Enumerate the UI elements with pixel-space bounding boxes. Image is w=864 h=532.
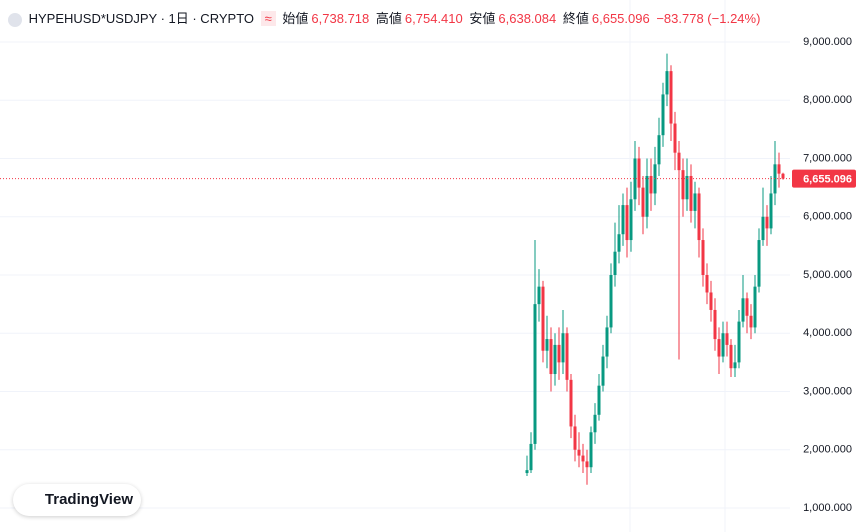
- candle-body: [737, 321, 741, 363]
- candle-body: [657, 135, 661, 165]
- open-label: 始値: [282, 11, 309, 26]
- candle-body: [729, 344, 733, 369]
- candle-body: [693, 193, 697, 211]
- y-tick-label: 2,000.000: [803, 444, 852, 456]
- header: HYPEHUSD*USDJPY · 1日 · CRYPTO ≈ 始値 6,738.…: [8, 8, 763, 27]
- candle-body: [613, 251, 617, 275]
- candle-body: [709, 292, 713, 310]
- candle-body: [577, 449, 581, 456]
- candle-body: [705, 274, 709, 293]
- candle-body: [553, 344, 557, 375]
- y-tick-label: 4,000.000: [803, 327, 852, 339]
- y-tick-label: 5,000.000: [803, 269, 852, 281]
- change: −83.778 (−1.24%): [656, 11, 761, 26]
- candle-body: [617, 234, 621, 252]
- candle-body: [701, 240, 705, 275]
- candle-body: [609, 274, 613, 328]
- candle-body: [769, 193, 773, 229]
- candle-body: [533, 304, 537, 444]
- candle-body: [581, 455, 585, 462]
- y-tick-label: 6,000.000: [803, 211, 852, 223]
- candle-body: [633, 158, 637, 200]
- candle-body: [585, 461, 589, 468]
- high-label: 高値: [375, 11, 402, 26]
- y-tick-label: 7,000.000: [803, 152, 852, 164]
- low-value: 6,638.084: [498, 11, 557, 26]
- high-value: 6,754.410: [404, 11, 463, 26]
- last-price-box: [792, 169, 856, 188]
- candle-body: [629, 199, 633, 241]
- candle-body: [597, 385, 601, 415]
- candle-body: [593, 414, 597, 433]
- open-value: 6,738.718: [311, 11, 370, 26]
- candle-body: [541, 286, 545, 351]
- candle-body: [681, 170, 685, 200]
- y-tick-label: 8,000.000: [803, 94, 852, 106]
- status-icon: ≈: [260, 11, 276, 26]
- candle-body: [781, 173, 785, 179]
- candle-body: [601, 356, 605, 386]
- candle-body: [645, 175, 649, 217]
- candle-body: [549, 339, 553, 375]
- candle-body: [637, 158, 641, 188]
- candle-body: [765, 216, 769, 229]
- close-label: 終値: [562, 11, 589, 26]
- candle-body: [621, 205, 625, 235]
- last-price-label: 6,655.096: [803, 173, 852, 185]
- candle-body: [725, 333, 729, 345]
- y-tick-label: 9,000.000: [803, 36, 852, 48]
- candle-body: [677, 152, 681, 171]
- candle-body: [697, 193, 701, 241]
- candle-body: [673, 123, 677, 153]
- candle-body: [569, 379, 573, 427]
- candle-body: [565, 333, 569, 380]
- candle-body: [641, 187, 645, 217]
- candle-body: [589, 432, 593, 468]
- candle-body: [625, 205, 629, 241]
- candle-body: [777, 164, 781, 174]
- symbol[interactable]: HYPEHUSD*USDJPY · 1日 · CRYPTO: [28, 11, 255, 26]
- candle-body: [689, 175, 693, 211]
- candle-body: [741, 298, 745, 322]
- candle-body: [749, 315, 753, 328]
- candle-body: [545, 339, 549, 351]
- candle-body: [761, 216, 765, 241]
- candle-body: [713, 309, 717, 340]
- candle-body: [561, 333, 565, 363]
- candle-body: [661, 94, 665, 136]
- candle-body: [537, 286, 541, 305]
- y-tick-label: 1,000.000: [803, 502, 852, 514]
- candle-body: [753, 286, 757, 328]
- close-value: 6,655.096: [591, 11, 650, 26]
- candle-body: [733, 362, 737, 369]
- candle-body: [721, 333, 725, 357]
- candle-body: [529, 443, 533, 471]
- symbol-icon: [8, 12, 22, 27]
- candle-body: [649, 175, 653, 194]
- candle-body: [717, 339, 721, 357]
- candle-body: [685, 175, 689, 200]
- low-label: 安値: [469, 11, 496, 26]
- candle-body: [605, 327, 609, 357]
- y-tick-label: 3,000.000: [803, 385, 852, 397]
- branding[interactable]: TradingView: [13, 484, 141, 516]
- candle-body: [525, 470, 529, 474]
- candle-body: [745, 298, 749, 316]
- candle-body: [669, 71, 673, 124]
- candle-body: [757, 240, 761, 287]
- candle-body: [557, 344, 561, 363]
- candle-body: [665, 71, 669, 95]
- candle-body: [573, 426, 577, 450]
